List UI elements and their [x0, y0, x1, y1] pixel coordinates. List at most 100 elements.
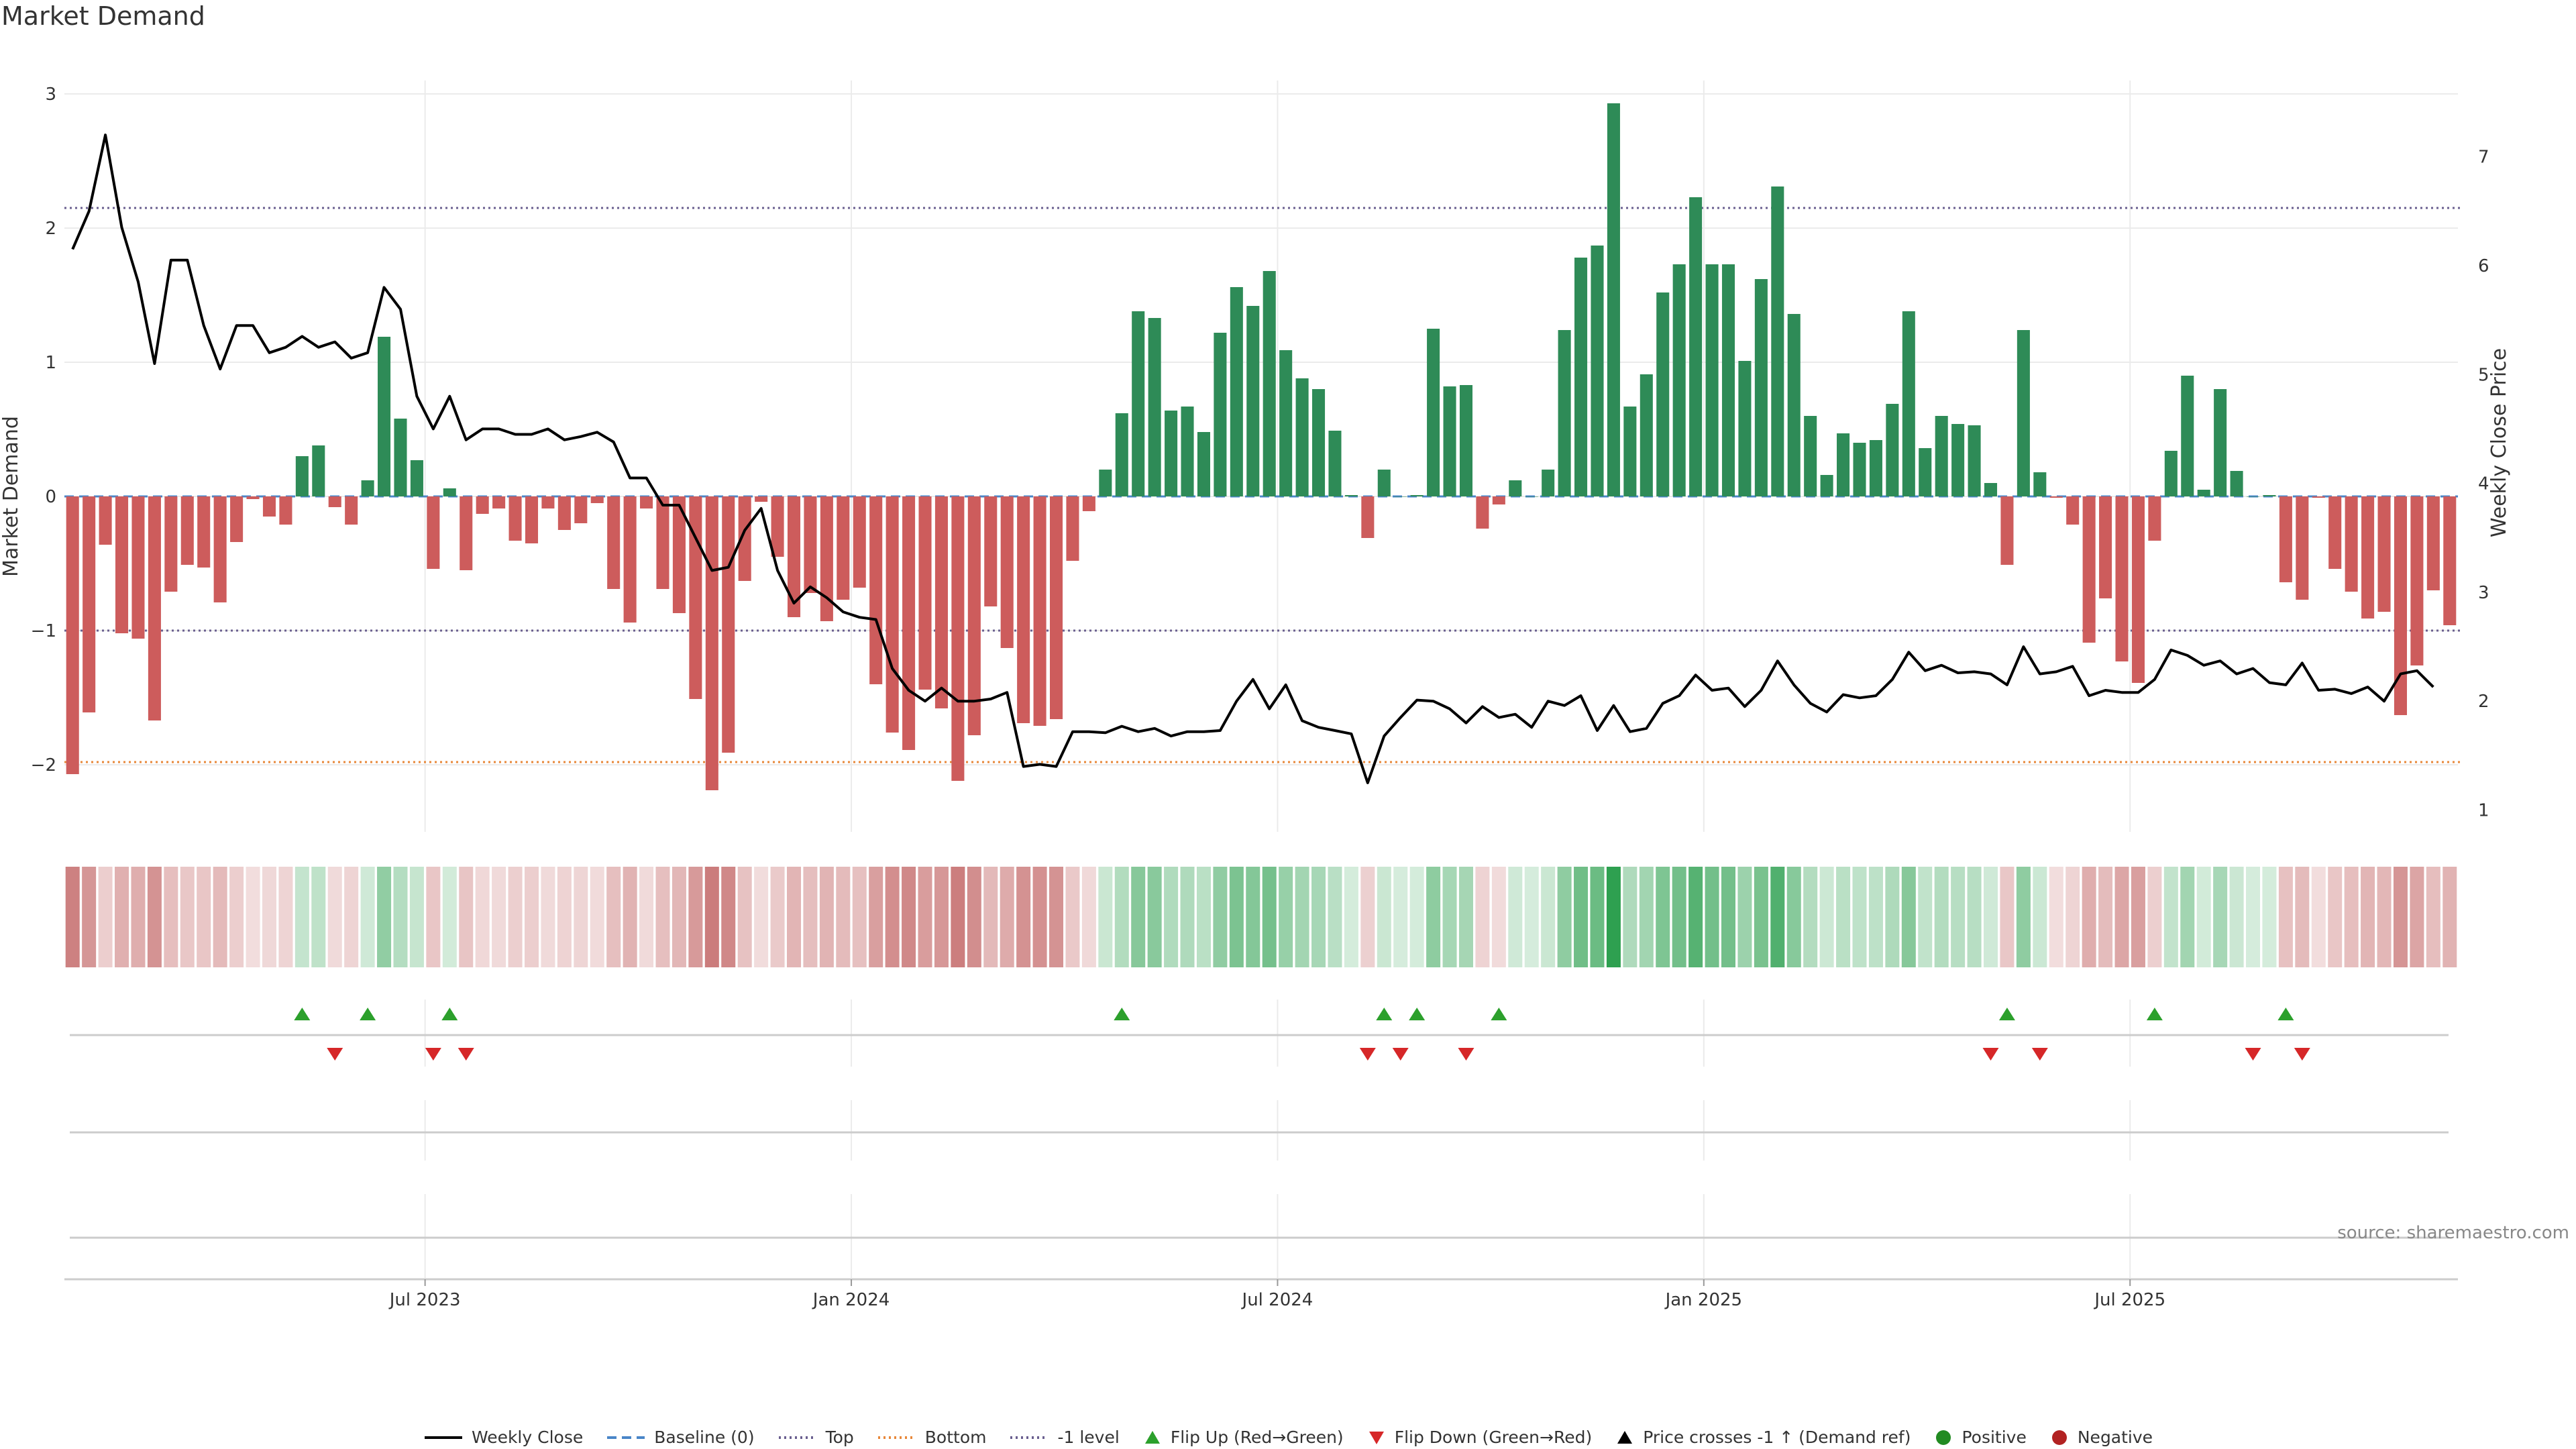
heat-cell	[754, 867, 769, 967]
heat-cell	[1557, 867, 1572, 967]
heat-cell	[65, 867, 80, 967]
legend-item: Top	[777, 1428, 854, 1447]
demand-bar	[2033, 472, 2047, 496]
heat-cell	[213, 867, 227, 967]
y-tick-label: 0	[45, 487, 56, 507]
heat-cell	[1754, 867, 1768, 967]
demand-bar	[1410, 495, 1424, 496]
demand-bar	[1427, 329, 1440, 496]
heat-cell	[1623, 867, 1638, 967]
heat-cell	[2410, 867, 2424, 967]
heat-cell	[2311, 867, 2326, 967]
heat-cell	[1705, 867, 1719, 967]
empty-panels	[70, 1131, 2449, 1239]
heat-cell	[1246, 867, 1260, 967]
demand-bar	[2410, 496, 2424, 665]
demand-bar	[2148, 496, 2161, 541]
demand-bar	[902, 496, 916, 750]
heat-cell	[2246, 867, 2261, 967]
demand-bars	[66, 103, 2457, 790]
demand-bar	[1082, 496, 1095, 511]
demand-bar	[2443, 496, 2457, 625]
demand-bar	[83, 496, 96, 712]
heat-cell	[2033, 867, 2047, 967]
heat-cell	[2163, 867, 2178, 967]
heat-cell	[2180, 867, 2195, 967]
demand-bar	[607, 496, 621, 589]
heat-cell	[311, 867, 326, 967]
heat-cell	[246, 867, 260, 967]
heat-cell	[1016, 867, 1031, 967]
demand-bar	[1214, 333, 1227, 496]
heat-cell	[1786, 867, 1801, 967]
demand-bar	[755, 496, 768, 502]
y-right-tick-label: 7	[2478, 148, 2489, 168]
legend-label: Negative	[2077, 1428, 2153, 1447]
heat-cell	[1868, 867, 1883, 967]
demand-bar	[656, 496, 669, 589]
demand-bar	[820, 496, 833, 621]
demand-bar	[672, 496, 686, 613]
demand-bar	[2230, 471, 2243, 496]
heat-cell	[1295, 867, 1309, 967]
demand-bar	[1804, 416, 1817, 496]
demand-bar	[1492, 496, 1505, 504]
heat-cell	[1524, 867, 1539, 967]
flip-down-marker	[1458, 1048, 1474, 1061]
heat-cell	[2098, 867, 2113, 967]
demand-bar	[1640, 374, 1653, 496]
demand-bar	[2279, 496, 2292, 582]
x-axis: Jul 2023 Jan 2024 Jul 2024 Jan 2025 Jul 2025	[64, 1278, 2458, 1310]
heat-cell	[1737, 867, 1752, 967]
heat-cell	[541, 867, 555, 967]
heat-cell	[2328, 867, 2343, 967]
heat-cell	[786, 867, 802, 967]
legend-swatch	[1617, 1430, 1633, 1444]
y-right-tick-label: 5	[2478, 365, 2489, 385]
heat-cell	[983, 867, 998, 967]
demand-bar	[164, 496, 178, 592]
demand-bar	[394, 419, 407, 496]
demand-bar	[361, 480, 374, 496]
demand-heat-strip	[65, 867, 2457, 967]
heat-cell	[721, 867, 736, 967]
demand-bar	[1886, 404, 1899, 496]
demand-bar	[1132, 311, 1145, 496]
weekly-close-line	[71, 133, 2434, 784]
demand-bar	[1574, 258, 1588, 496]
demand-bar	[1148, 318, 1161, 496]
y-tick-label: −2	[31, 755, 56, 775]
heat-cell	[2065, 867, 2080, 967]
flip-down-marker	[425, 1048, 441, 1061]
heat-cell	[1426, 867, 1441, 967]
demand-bar	[1607, 103, 1620, 496]
heat-cell	[1344, 867, 1358, 967]
heat-cell	[1114, 867, 1129, 967]
source-label: source: sharemaestro.com	[2337, 1223, 2569, 1243]
heat-cell	[2016, 867, 2031, 967]
heat-cell	[2377, 867, 2392, 967]
heat-cell	[409, 867, 424, 967]
heat-cell	[1279, 867, 1293, 967]
heat-cell	[278, 867, 293, 967]
demand-bar	[2312, 496, 2325, 498]
heat-cell	[1360, 867, 1375, 967]
y-right-tick-label: 1	[2478, 801, 2489, 821]
heat-cell	[1442, 867, 1457, 967]
legend-label: Price crosses -1 ↑ (Demand ref)	[1643, 1428, 1911, 1447]
demand-bar	[508, 496, 522, 541]
legend-label: Flip Down (Green→Red)	[1394, 1428, 1593, 1447]
legend-item: Flip Up (Red→Green)	[1142, 1428, 1344, 1447]
heat-cell	[1836, 867, 1851, 967]
heat-cell	[1081, 867, 1096, 967]
heat-cell	[2147, 867, 2162, 967]
y-right-tick-label: 6	[2478, 256, 2489, 276]
heat-cell	[393, 867, 408, 967]
heat-cell	[1951, 867, 1966, 967]
y-tick-label: 1	[45, 353, 56, 373]
heat-cell	[2426, 867, 2440, 967]
flip-down-marker	[2245, 1048, 2261, 1061]
legend-item: Negative	[2049, 1428, 2153, 1447]
heat-cell	[1688, 867, 1703, 967]
demand-bar	[1344, 495, 1358, 496]
